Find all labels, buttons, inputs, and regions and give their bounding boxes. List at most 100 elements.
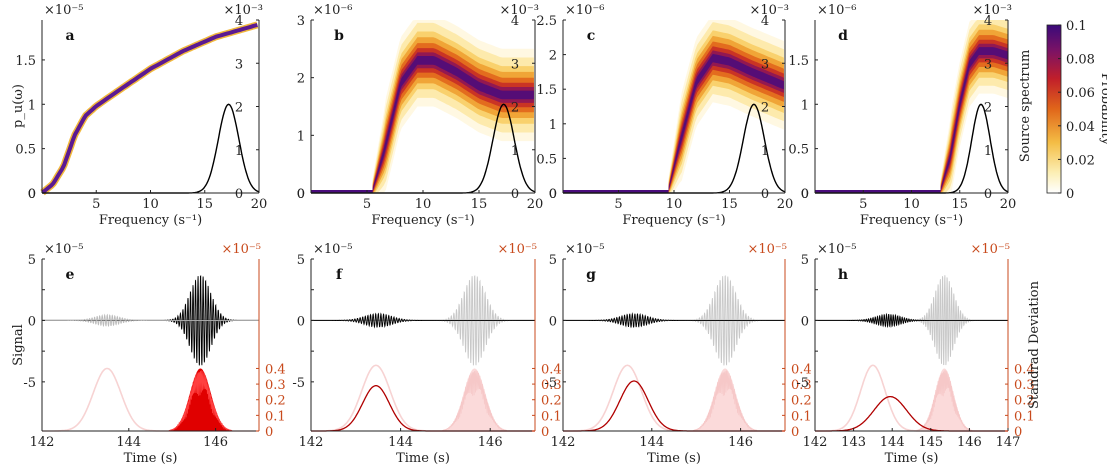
y-tick-label: 0: [297, 187, 305, 202]
x-axis-label: Time (s): [885, 451, 939, 466]
right-y-exponent: ×10⁻⁵: [747, 242, 787, 257]
x-tick-label: 146: [478, 435, 503, 450]
right-y-exponent: ×10⁻³: [223, 3, 263, 18]
x-axis-label: Time (s): [124, 451, 178, 466]
right-y-tick-label: 0.2: [1014, 394, 1035, 409]
right-y-tick-label: 1: [984, 144, 992, 159]
std-curve-large: [815, 368, 1008, 431]
source-spectrum-line: [815, 103, 1009, 194]
right-y-tick-label: 2: [235, 101, 243, 116]
y-tick-label: -5: [796, 376, 809, 391]
x-tick-label: 146: [957, 435, 982, 450]
y-tick-label: 0.5: [15, 143, 36, 158]
panel-label-b: b: [334, 28, 344, 44]
x-tick-label: 15: [196, 197, 213, 212]
signal-packet-small: [563, 312, 785, 329]
y-exponent: ×10⁻⁶: [313, 3, 353, 18]
x-tick-label: 20: [1000, 197, 1017, 212]
y-tick-label: 3: [297, 14, 305, 29]
x-axis-label: Frequency (s⁻¹): [371, 213, 474, 228]
panel-label-c: c: [587, 28, 596, 44]
x-tick-label: 146: [203, 435, 228, 450]
x-axis-label: Frequency (s⁻¹): [99, 213, 202, 228]
right-y-tick-label: 0.3: [791, 378, 812, 393]
y-tick-label: 1.5: [536, 83, 557, 98]
y-tick-label: 0: [28, 187, 36, 202]
x-tick-label: 10: [903, 197, 920, 212]
right-y-tick-label: 3: [761, 57, 769, 72]
std-curve-faint: [563, 364, 785, 432]
x-axis-label: Time (s): [647, 451, 701, 466]
right-y-tick-label: 0.4: [791, 362, 812, 377]
x-tick-label: 144: [116, 435, 141, 450]
right-y-exponent: ×10⁻⁵: [221, 242, 261, 257]
right-y-exponent: ×10⁻³: [972, 3, 1012, 18]
x-axis-label: Frequency (s⁻¹): [860, 213, 963, 228]
y-exponent: ×10⁻⁵: [44, 3, 84, 18]
x-tick-label: 142: [30, 435, 55, 450]
panel-d: 05 10 15 2000.511.5×10⁻⁶01234×10⁻³dFrequenc…: [788, 3, 1016, 228]
std-curve-main: [563, 380, 785, 432]
right-y-tick-label: 0.4: [265, 362, 286, 377]
right-y-tick-label: 0.1: [791, 409, 812, 424]
y-tick-label: 1: [549, 118, 557, 133]
x-tick-label: 146: [728, 435, 753, 450]
y-tick-label: 0: [801, 314, 809, 329]
y-tick-label: 0: [549, 314, 557, 329]
panel-c: 05 10 15 2000.511.522.5×10⁻⁶01234×10⁻³cFreq…: [536, 3, 793, 228]
panel-label-d: d: [838, 28, 848, 44]
y-exponent: ×10⁻⁵: [44, 242, 84, 257]
right-y-exponent: ×10⁻³: [499, 3, 539, 18]
x-tick-label: 5: [92, 197, 100, 212]
x-tick-label: 144: [880, 435, 905, 450]
colorbar-tick-label: 0.1: [1066, 19, 1087, 34]
density-band-layer: [372, 52, 534, 193]
right-y-tick-label: 0: [235, 187, 243, 202]
right-y-exponent: ×10⁻⁵: [970, 242, 1010, 257]
right-y-tick-label: 0: [265, 425, 273, 440]
density-band-layer: [940, 43, 1008, 193]
panel-label-a: a: [65, 28, 74, 44]
std-curve-faint: [311, 364, 535, 432]
y-tick-label: 5: [549, 253, 557, 268]
right-y-tick-label: 4: [235, 14, 243, 29]
right-y-tick-label: 0.4: [541, 362, 562, 377]
x-axis-label: Time (s): [396, 451, 450, 466]
std-curve-large-texture: [169, 370, 232, 431]
x-tick-label: 145: [918, 435, 943, 450]
right-y-tick-label: 1: [235, 144, 243, 159]
x-tick-label: 144: [639, 435, 664, 450]
right-y-tick-label: 1: [761, 144, 769, 159]
panel-label-f: f: [336, 267, 343, 283]
right-y-tick-label: 0.1: [1014, 409, 1035, 424]
right-y-tick-label: 0.3: [265, 378, 286, 393]
std-curve-large-texture: [442, 370, 507, 431]
signal-packet-small: [815, 312, 1008, 329]
x-tick-label: 5: [363, 197, 371, 212]
bottom-y-axis-label: Signal: [11, 324, 26, 366]
signal-packet-small: [311, 312, 535, 329]
right-y-tick-label: 0.3: [1014, 378, 1035, 393]
y-tick-label: 0: [801, 187, 809, 202]
y-tick-label: -5: [23, 376, 36, 391]
y-tick-label: 2: [297, 72, 305, 87]
right-y-tick-label: 0: [984, 187, 992, 202]
std-curve-large: [563, 368, 785, 431]
x-tick-label: 20: [527, 197, 544, 212]
y-tick-label: 2: [549, 49, 557, 64]
y-exponent: ×10⁻⁵: [817, 242, 857, 257]
colorbar-tick-label: 0: [1066, 187, 1074, 202]
right-y-tick-label: 0: [761, 187, 769, 202]
density-band-layer: [668, 50, 784, 192]
x-tick-label: 15: [471, 197, 488, 212]
y-tick-label: 2.5: [536, 14, 557, 29]
y-tick-label: 0.5: [536, 152, 557, 167]
y-exponent: ×10⁻⁶: [817, 3, 857, 18]
std-curve-large-texture: [692, 370, 758, 431]
std-curve-faint: [815, 364, 1008, 432]
colorbar-tick-label: 0.06: [1066, 86, 1095, 101]
right-y-tick-label: 0.1: [541, 409, 562, 424]
right-y-tick-label: 0.1: [265, 409, 286, 424]
y-tick-label: 0: [28, 187, 36, 202]
